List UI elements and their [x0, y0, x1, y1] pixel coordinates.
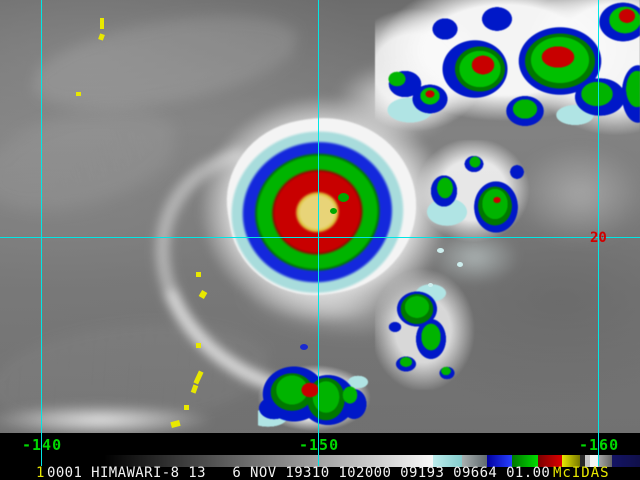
core-speckle	[330, 208, 337, 214]
island-outline	[196, 343, 201, 348]
longitude-gridline-160w	[598, 0, 599, 466]
cloud-wisp	[0, 404, 215, 433]
longitude-label: -150	[299, 436, 340, 454]
core-speckle	[338, 193, 349, 202]
cloud-wisp	[0, 92, 188, 228]
longitude-gridline-140w	[41, 0, 42, 466]
enhancement-colorbar	[104, 455, 640, 467]
convection-cluster-east	[415, 140, 545, 250]
island-outline	[196, 272, 201, 277]
island-outline	[184, 405, 189, 410]
longitude-label: -140	[22, 436, 63, 454]
cloud-speck	[457, 262, 463, 267]
longitude-gridline-150w	[318, 0, 319, 466]
image-info-text: 0001 HIMAWARI-8 13 6 NOV 19310 102000 09…	[47, 465, 551, 480]
cloud-wisp	[25, 0, 305, 125]
core-speckle	[349, 199, 357, 205]
latitude-label: 20	[590, 230, 607, 246]
island-outline	[100, 18, 104, 29]
cloud-speck	[437, 248, 444, 253]
satellite-image	[0, 0, 640, 433]
status-bar: 1 0001 HIMAWARI-8 13 6 NOV 19310 102000 …	[0, 433, 640, 480]
convection-cluster-south	[258, 362, 376, 433]
frame-number: 1	[36, 465, 45, 480]
island-outline	[76, 92, 81, 96]
convection-band-northeast	[375, 0, 640, 140]
longitude-label: -160	[579, 436, 620, 454]
latitude-gridline-20n	[0, 237, 640, 238]
cloud-speck	[428, 283, 433, 287]
mcidas-brand-label: McIDAS	[553, 465, 610, 480]
status-line: 1 0001 HIMAWARI-8 13 6 NOV 19310 102000 …	[0, 465, 640, 480]
cloud-speck	[300, 344, 308, 350]
